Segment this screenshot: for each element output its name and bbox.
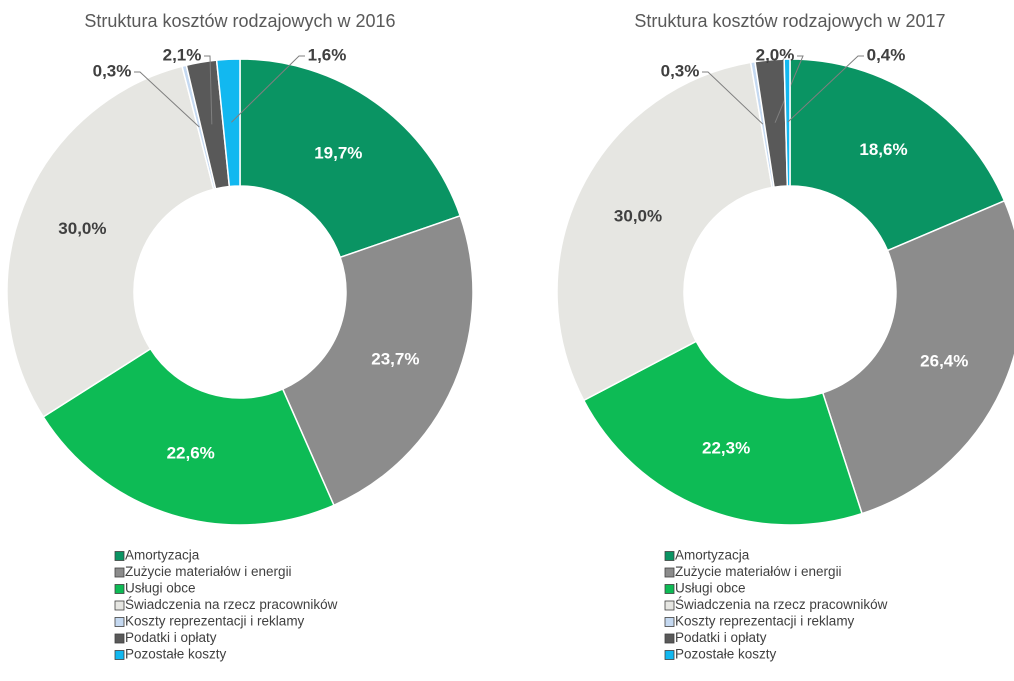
data-label: 22,6%	[167, 444, 215, 463]
legend-label: Zużycie materiałów i energii	[125, 564, 292, 579]
legend-swatch	[664, 567, 675, 578]
data-label: 23,7%	[371, 349, 419, 368]
legend-label: Usługi obce	[125, 581, 196, 596]
legend-label: Pozostałe koszty	[125, 647, 227, 662]
chart-title: Struktura kosztów rodzajowych w 2017	[634, 11, 945, 31]
legend-label: Świadczenia na rzecz pracowników	[675, 597, 888, 612]
legend-swatch	[114, 633, 125, 644]
leader-line	[774, 55, 804, 123]
donut-slice	[215, 58, 241, 188]
legend-label: Świadczenia na rzecz pracowników	[125, 597, 338, 612]
legend-swatch	[114, 567, 125, 578]
legend-swatch	[114, 600, 125, 611]
legend-swatch	[664, 617, 675, 627]
legend-swatch	[114, 584, 125, 594]
donut-slice	[6, 65, 215, 418]
donut-slice	[821, 199, 1014, 515]
donut-slice	[789, 58, 1006, 252]
data-label: 18,6%	[859, 140, 907, 159]
data-label: 19,7%	[314, 143, 362, 162]
data-label: 2,1%	[163, 45, 202, 64]
data-label: 1,6%	[308, 45, 347, 64]
legend-label: Amortyzacja	[125, 548, 200, 563]
donut-slice	[42, 347, 335, 526]
leader-line	[204, 55, 213, 125]
legend-swatch	[664, 633, 675, 644]
data-label: 22,3%	[702, 438, 750, 457]
legend-label: Zużycie materiałów i energii	[675, 564, 842, 579]
leader-line	[134, 71, 200, 128]
legend-label: Koszty reprezentacji i reklamy	[125, 614, 305, 629]
legend-swatch	[114, 650, 125, 660]
leader-line	[231, 55, 305, 123]
legend-label: Usługi obce	[675, 581, 746, 596]
donut-slice	[239, 58, 462, 259]
legend-label: Podatki i opłaty	[675, 630, 767, 645]
legend-swatch	[664, 584, 675, 594]
donut-slice	[783, 58, 791, 187]
donut-slice	[582, 340, 863, 526]
data-label: 0,3%	[93, 61, 132, 80]
data-label: 30,0%	[614, 206, 662, 225]
legend-label: Amortyzacja	[675, 548, 750, 563]
legend-swatch	[114, 617, 125, 627]
donut-slice	[556, 61, 773, 402]
legend-label: Pozostałe koszty	[675, 647, 777, 662]
legend-swatch	[664, 650, 675, 660]
legend-label: Podatki i opłaty	[125, 630, 217, 645]
data-label: 26,4%	[920, 352, 968, 371]
leader-line	[702, 71, 764, 125]
legend-swatch	[664, 600, 675, 611]
leader-line	[787, 55, 864, 123]
data-label: 0,3%	[661, 61, 700, 80]
chart-title: Struktura kosztów rodzajowych w 2016	[84, 11, 395, 31]
data-label: 0,4%	[867, 45, 906, 64]
data-label: 30,0%	[58, 219, 106, 238]
donut-slice	[281, 214, 474, 507]
legend-label: Koszty reprezentacji i reklamy	[675, 614, 855, 629]
legend-swatch	[114, 551, 125, 561]
legend-swatch	[664, 551, 675, 561]
